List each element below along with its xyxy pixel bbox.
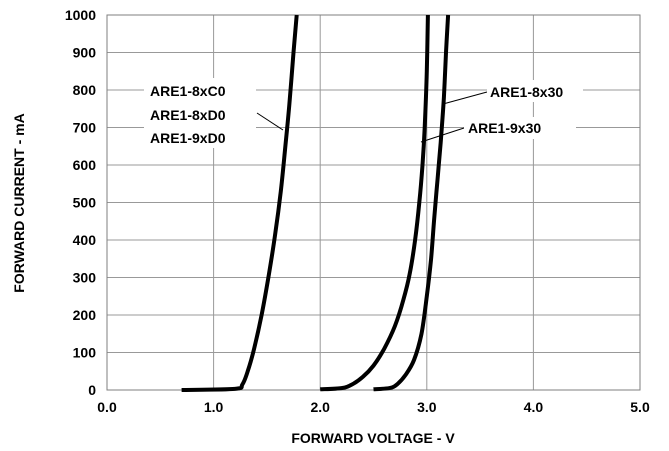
y-tick-labels: 0 100 200 300 400 500 600 700 800 900 1000 [65,7,96,398]
series-line-are1-9x30 [320,14,430,392]
x-tick-label: 5.0 [630,399,650,415]
annotation-leader-8x30 [442,91,488,105]
y-tick-label: 400 [73,232,97,248]
annotation-are1-8x30: ARE1-8x30 [490,84,563,100]
annotation-are1-9x30: ARE1-9x30 [468,120,541,136]
annotation-backdrop-left [144,78,256,148]
annotation-are1-9xd0: ARE1-9xD0 [150,130,226,146]
x-tick-label: 2.0 [310,399,330,415]
plot-frame [106,14,641,391]
series-line-are1-8xc0-8xd0-9xd0 [181,14,299,392]
annotation-are1-8xc0: ARE1-8xC0 [150,83,226,99]
y-tick-label: 1000 [65,7,96,23]
y-tick-label: 900 [73,45,97,61]
y-tick-label: 200 [73,307,97,323]
series-lines [181,14,451,392]
series-line-are1-8x30 [373,14,451,392]
y-tick-label: 800 [73,82,97,98]
x-tick-label: 4.0 [524,399,544,415]
x-tick-labels: 0.0 1.0 2.0 3.0 4.0 5.0 [97,399,650,415]
y-tick-label: 700 [73,120,97,136]
x-tick-label: 0.0 [97,399,117,415]
annotation-backdrop-8x30 [487,80,583,102]
annotation-backdrop-9x30 [464,117,576,139]
x-tick-label: 1.0 [204,399,224,415]
y-axis-title: FORWARD CURRENT - mA [11,113,27,292]
annotation-are1-8xd0: ARE1-8xD0 [150,107,226,123]
annotation-leader-9x30 [420,127,465,143]
annotation-leader-left [256,112,284,131]
x-axis-title: FORWARD VOLTAGE - V [291,430,455,446]
y-tick-label: 500 [73,195,97,211]
x-tick-label: 3.0 [417,399,437,415]
y-tick-label: 0 [88,382,96,398]
y-tick-label: 300 [73,270,97,286]
y-tick-label: 100 [73,345,97,361]
y-tick-label: 600 [73,157,97,173]
